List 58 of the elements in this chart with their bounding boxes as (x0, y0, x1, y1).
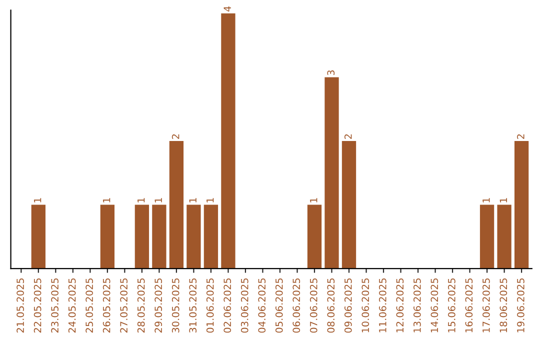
x-tick-label: 19.06.2025 (517, 278, 524, 332)
data-label: 1 (310, 198, 318, 202)
data-label: 3 (327, 70, 335, 76)
data-label: 1 (189, 198, 196, 202)
x-tick-label: 04.06.2025 (258, 278, 266, 333)
bar (221, 13, 236, 269)
x-tick-label: 24.05.2025 (68, 278, 76, 333)
bar (497, 204, 512, 269)
data-label: 1 (482, 198, 490, 202)
x-tick-label: 13.06.2025 (413, 278, 421, 332)
x-tick-label: 30.05.2025 (172, 278, 180, 333)
bar (31, 204, 46, 269)
x-tick-label: 27.05.2025 (120, 278, 128, 333)
x-tick-label: 10.06.2025 (362, 278, 370, 332)
data-label: 2 (344, 134, 352, 139)
bar (342, 140, 356, 269)
bar (307, 204, 322, 269)
bar (152, 204, 166, 269)
bar (169, 140, 184, 269)
x-tick-label: 15.06.2025 (448, 278, 456, 332)
bar (480, 204, 494, 269)
data-label: 2 (172, 134, 180, 139)
x-tick-label: 26.05.2025 (102, 278, 110, 333)
x-tick-label: 11.06.2025 (378, 278, 386, 332)
x-tick-label: 23.05.2025 (51, 278, 58, 333)
x-tick-label: 25.05.2025 (86, 278, 93, 333)
data-label: 1 (206, 198, 214, 202)
x-tick-label: 14.06.2025 (430, 278, 438, 332)
x-tick-label: 01.06.2025 (206, 278, 214, 333)
x-tick-label: 31.05.2025 (189, 278, 197, 333)
bar (324, 77, 339, 269)
data-label: 1 (500, 198, 507, 202)
bar (100, 204, 114, 269)
bar (186, 204, 201, 269)
x-tick-label: 07.06.2025 (310, 278, 318, 333)
data-label: 1 (154, 198, 162, 202)
x-tick-label: 02.06.2025 (224, 278, 232, 333)
x-tick-label: 28.05.2025 (137, 278, 145, 333)
x-tick-label: 03.06.2025 (240, 278, 248, 333)
x-tick-label: 21.05.2025 (16, 278, 24, 333)
bar (514, 140, 529, 269)
bar (134, 204, 150, 269)
data-label: 4 (224, 6, 231, 12)
data-label: 1 (138, 198, 145, 202)
x-tick-label: 09.06.2025 (344, 278, 352, 333)
x-tick-label: 05.06.2025 (275, 278, 283, 333)
data-label: 2 (517, 134, 524, 139)
data-label: 1 (103, 198, 110, 202)
data-label: 1 (34, 198, 42, 202)
x-tick-label: 18.06.2025 (500, 278, 508, 332)
x-tick-label: 06.06.2025 (292, 278, 300, 333)
x-tick-label: 08.06.2025 (327, 278, 335, 333)
x-tick-label: 22.05.2025 (34, 278, 42, 333)
bar (204, 204, 218, 269)
x-tick-label: 29.05.2025 (154, 278, 162, 333)
x-tick-label: 17.06.2025 (482, 278, 490, 332)
x-tick-label: 12.06.2025 (396, 278, 404, 332)
x-tick-label: 16.06.2025 (465, 278, 473, 332)
